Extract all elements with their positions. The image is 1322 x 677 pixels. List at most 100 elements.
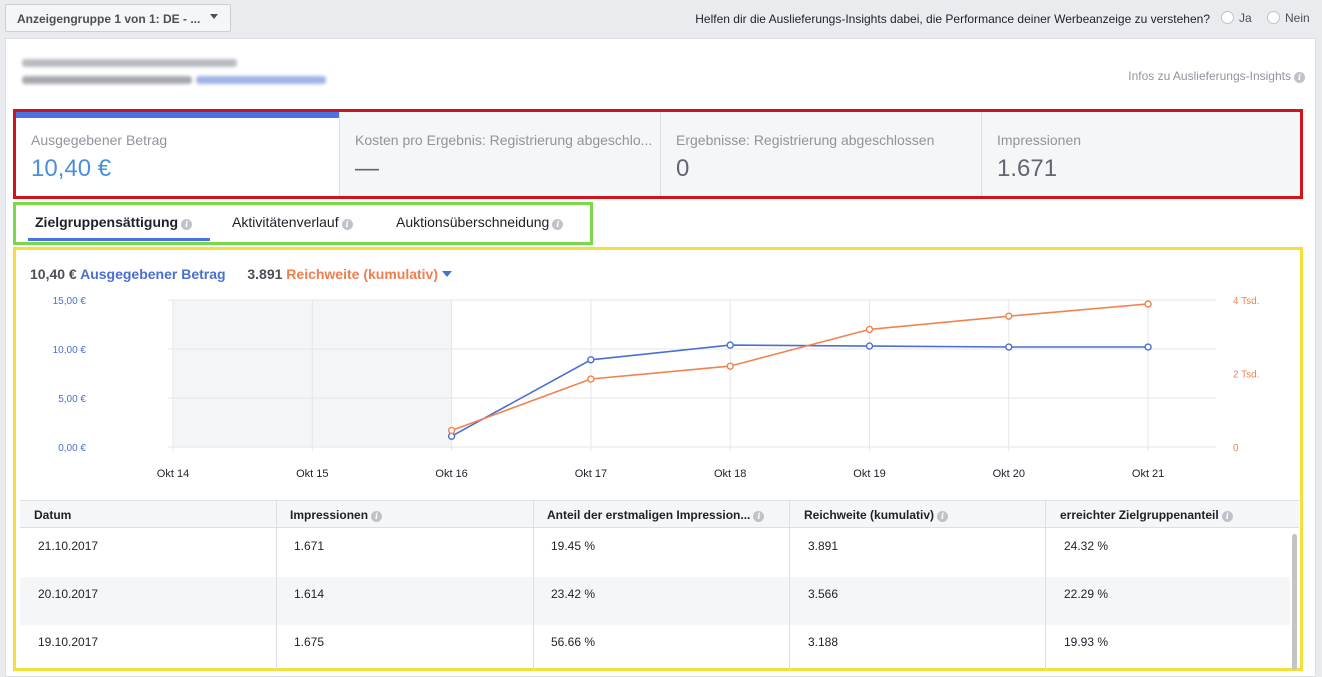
cell-first-impressions: 23.42 %	[551, 587, 596, 601]
reach-series-line	[451, 303, 1149, 432]
y-right-tick-label: 4 Tsd.	[1233, 296, 1260, 307]
tab-auction-overlap[interactable]: Auktionsüberschneidung i	[396, 214, 564, 230]
metric-label: Impressionen	[997, 132, 1082, 148]
y-left-tick-label: 0,00 €	[58, 443, 86, 454]
reach-data-point	[1005, 312, 1013, 320]
info-icon: i	[1294, 72, 1305, 83]
spend-data-point	[587, 356, 595, 364]
column-header-reach[interactable]: Reichweite (kumulativ) i	[804, 508, 949, 522]
info-icon: i	[181, 219, 193, 230]
reach-data-point	[865, 325, 874, 334]
feedback-no-label: Nein	[1285, 11, 1310, 25]
y-right-tick-label: 0	[1233, 443, 1239, 454]
cell-audience-share: 24.32 %	[1064, 539, 1109, 553]
metric-value: 0	[676, 155, 690, 182]
column-header-first-impressions[interactable]: Anteil der erstmaligen Impression... i	[547, 508, 765, 522]
tab-audience-saturation[interactable]: Zielgruppensättigung i	[35, 214, 193, 230]
metric-impressions[interactable]: Impressionen 1.671	[982, 112, 1300, 196]
tab-label: Zielgruppensättigung	[35, 214, 179, 230]
info-icon: i	[1221, 511, 1233, 522]
tab-bar: Zielgruppensättigung i Aktivitätenverlauf…	[13, 202, 593, 245]
table-row: 20.10.2017 1.614 23.42 % 3.566 22.29 %	[20, 577, 1290, 625]
tab-label: Aktivitätenverlauf	[232, 214, 339, 230]
table-row: 21.10.2017 1.671 19.45 % 3.891 24.32 %	[20, 529, 1290, 577]
column-header-label: Anteil der erstmaligen Impression...	[547, 508, 751, 522]
adgroup-selector[interactable]: Anzeigengruppe 1 von 1: DE - ...	[5, 4, 231, 32]
column-header-date[interactable]: Datum	[34, 508, 72, 522]
info-icon: i	[753, 511, 765, 522]
info-icon: i	[341, 219, 353, 230]
feedback-yes-radio[interactable]: Ja	[1221, 11, 1252, 25]
cell-audience-share: 22.29 %	[1064, 587, 1109, 601]
cell-reach: 3.891	[808, 539, 839, 553]
cell-audience-share: 19.93 %	[1064, 635, 1109, 649]
cell-reach: 3.566	[808, 587, 839, 601]
metrics-row: Ausgegebener Betrag 10,40 € Kosten pro E…	[13, 109, 1303, 199]
cell-first-impressions: 19.45 %	[551, 539, 596, 553]
chart-legend: 10,40 € Ausgegebener Betrag 3.891 Reichw…	[30, 266, 452, 282]
y-left-tick-label: 10,00 €	[53, 345, 87, 356]
cell-first-impressions: 56.66 %	[551, 635, 596, 649]
column-divider	[276, 500, 277, 670]
metric-results[interactable]: Ergebnisse: Registrierung abgeschlossen …	[661, 112, 982, 196]
table-row: 19.10.2017 1.675 56.66 % 3.188 19.93 %	[20, 625, 1290, 673]
infos-link-label: Infos zu Auslieferungs-Insights	[1128, 69, 1291, 83]
metric-label: Ergebnisse: Registrierung abgeschlossen	[676, 132, 935, 148]
reach-data-point	[587, 375, 595, 383]
x-tick-label: Okt 20	[993, 468, 1025, 480]
infos-link[interactable]: Infos zu Auslieferungs-Insights i	[1128, 69, 1305, 83]
cell-date: 19.10.2017	[38, 635, 99, 649]
column-divider	[1045, 500, 1046, 670]
blurred-link	[196, 76, 326, 84]
table-scrollbar[interactable]	[1292, 534, 1297, 670]
feedback-no-radio[interactable]: Nein	[1267, 11, 1310, 25]
info-icon: i	[371, 511, 383, 522]
spend-data-point	[865, 342, 874, 350]
info-icon: i	[937, 511, 949, 522]
spend-data-point	[1144, 343, 1152, 351]
blurred-adgroup-name	[22, 76, 192, 84]
chevron-down-icon	[442, 271, 452, 277]
y-left-tick-label: 5,00 €	[58, 394, 86, 405]
active-tab-indicator	[28, 238, 210, 241]
x-tick-label: Okt 14	[157, 468, 189, 480]
metric-label: Ausgegebener Betrag	[31, 132, 168, 148]
legend-reach-label: Reichweite (kumulativ)	[286, 266, 438, 282]
reach-data-point	[1144, 300, 1152, 308]
x-tick-label: Okt 15	[296, 468, 328, 480]
metric-label: Kosten pro Ergebnis: Registrierung abges…	[355, 132, 653, 148]
metric-cost-per-result[interactable]: Kosten pro Ergebnis: Registrierung abges…	[340, 112, 661, 196]
cell-impressions: 1.614	[294, 587, 325, 601]
spend-data-point	[726, 341, 734, 349]
saturation-section: 10,40 € Ausgegebener Betrag 3.891 Reichw…	[13, 247, 1303, 671]
legend-spend-value: 10,40 €	[30, 266, 77, 282]
saturation-chart: 15,00 € 10,00 € 5,00 € 0,00 € 4 Tsd. 2 Tsd. 0 O…	[53, 296, 1260, 480]
y-right-tick-label: 2 Tsd.	[1233, 370, 1260, 381]
cell-date: 20.10.2017	[38, 587, 99, 601]
column-header-audience-share[interactable]: erreichter Zielgruppenanteil i	[1060, 508, 1233, 522]
cell-date: 21.10.2017	[38, 539, 99, 553]
y-left-tick-label: 15,00 €	[53, 296, 87, 307]
info-icon: i	[552, 219, 564, 230]
spend-series-line	[451, 344, 1149, 437]
column-header-impressions[interactable]: Impressionen i	[290, 508, 383, 522]
metric-selector[interactable]: Reichweite (kumulativ)	[286, 266, 452, 282]
blurred-campaign-name	[22, 59, 237, 67]
adgroup-selector-label: Anzeigengruppe 1 von 1: DE - ...	[17, 12, 201, 26]
column-divider	[789, 500, 790, 670]
x-tick-label: Okt 17	[575, 468, 607, 480]
reach-data-point	[447, 426, 456, 435]
x-tick-label: Okt 21	[1132, 468, 1164, 480]
column-header-label: Impressionen	[290, 508, 369, 522]
cell-impressions: 1.671	[294, 539, 325, 553]
cell-impressions: 1.675	[294, 635, 325, 649]
column-header-label: Reichweite (kumulativ)	[804, 508, 935, 522]
radio-circle-icon	[1267, 11, 1280, 24]
tab-activity-history[interactable]: Aktivitätenverlauf i	[232, 214, 353, 230]
metric-spend[interactable]: Ausgegebener Betrag 10,40 €	[16, 112, 340, 196]
x-tick-label: Okt 16	[435, 468, 467, 480]
column-header-label: erreichter Zielgruppenanteil	[1060, 508, 1219, 522]
legend-spend-label: Ausgegebener Betrag	[80, 266, 226, 282]
feedback-question: Helfen dir die Auslieferungs-Insights da…	[695, 12, 1210, 26]
cell-reach: 3.188	[808, 635, 839, 649]
